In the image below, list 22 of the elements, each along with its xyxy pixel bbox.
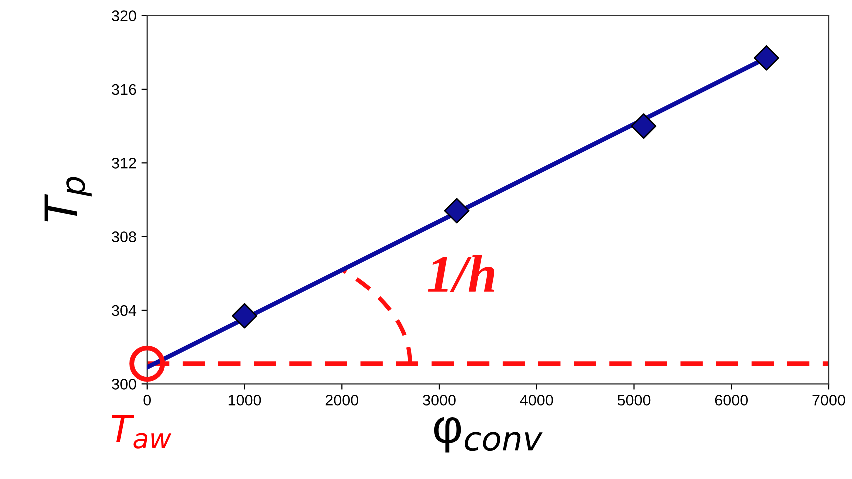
y-tick-label: 300 xyxy=(112,379,136,390)
x-tick-label: 0 xyxy=(144,394,152,406)
x-tick-label: 4000 xyxy=(520,394,554,406)
point xyxy=(631,114,657,140)
x-tick-label: 6000 xyxy=(715,394,748,406)
annotation: 1/h xyxy=(428,255,495,292)
y-tick-label: 316 xyxy=(112,84,136,96)
y-tick-label: 304 xyxy=(112,305,137,316)
x-tick-label: 2000 xyxy=(326,394,359,406)
x-tick-label: 3000 xyxy=(423,394,456,406)
point xyxy=(754,45,780,71)
point xyxy=(232,303,258,329)
x-tick-label: 5000 xyxy=(618,394,651,406)
point xyxy=(444,198,470,224)
y-axis-title: T$_{p}$ xyxy=(44,177,92,222)
x-tick-label: 7000 xyxy=(812,394,846,406)
x-tick-label: 1000 xyxy=(228,394,262,406)
y-tick-label: 308 xyxy=(112,232,136,243)
x-axis-title: φ$_{conv}$ xyxy=(434,417,543,453)
text: T$_{aw}$ xyxy=(112,415,172,449)
y-tick-label: 312 xyxy=(112,158,136,169)
y-tick-label: 320 xyxy=(112,10,136,22)
